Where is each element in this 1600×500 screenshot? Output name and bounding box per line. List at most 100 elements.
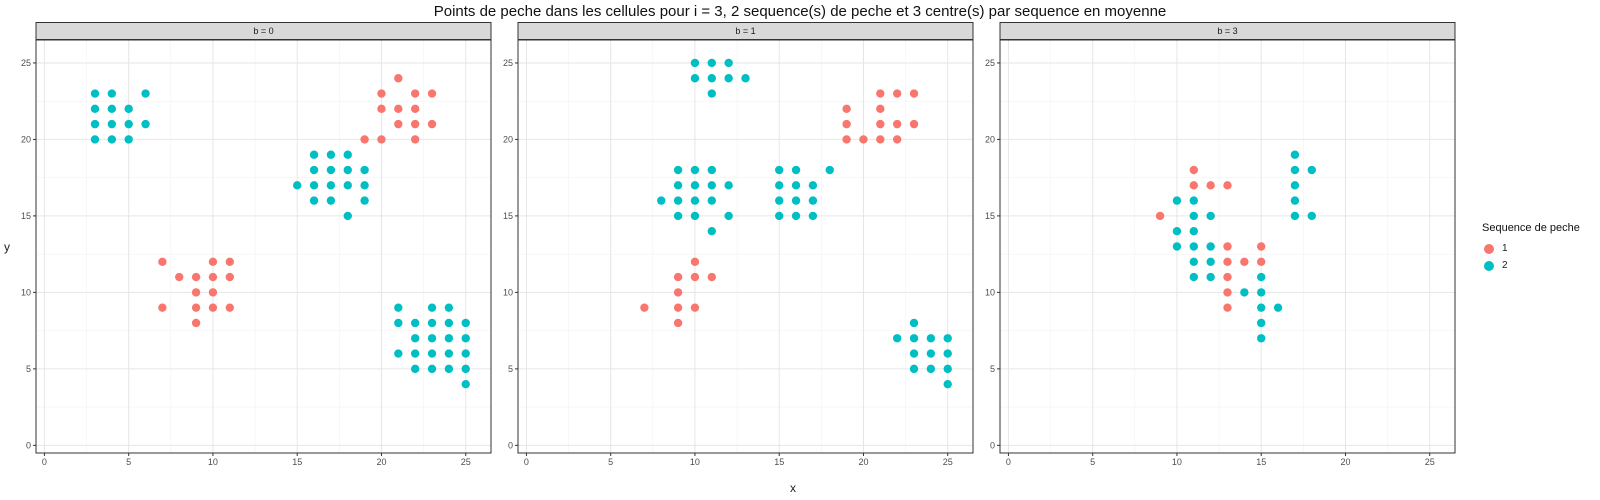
y-axis-label: y	[4, 240, 10, 254]
x-tick-label: 15	[1256, 457, 1266, 467]
data-point-seq-2	[107, 135, 117, 144]
data-point-seq-1	[892, 89, 902, 98]
data-point-seq-2	[309, 181, 319, 190]
data-point-seq-2	[673, 181, 683, 190]
y-tick-label: 5	[990, 364, 995, 374]
data-point-seq-2	[707, 165, 716, 175]
data-point-seq-1	[377, 89, 386, 98]
data-point-seq-2	[791, 196, 801, 205]
data-point-seq-1	[394, 104, 403, 114]
data-point-seq-2	[107, 104, 117, 114]
data-point-seq-1	[1223, 181, 1232, 190]
data-point-seq-1	[1223, 242, 1232, 251]
x-tick-label: 15	[292, 457, 302, 467]
data-point-seq-2	[1189, 272, 1198, 282]
data-point-seq-2	[808, 181, 818, 190]
data-point-seq-2	[410, 364, 420, 374]
legend-swatch-1	[1484, 243, 1494, 254]
data-point-seq-2	[1172, 196, 1182, 205]
data-point-seq-2	[427, 334, 437, 343]
panel-border	[517, 39, 974, 454]
data-point-seq-2	[791, 165, 801, 175]
data-point-seq-2	[926, 349, 936, 358]
data-point-seq-2	[909, 364, 919, 374]
x-tick-label: 5	[608, 457, 613, 467]
data-point-seq-2	[1206, 272, 1215, 282]
legend: Sequence de peche 1 2	[1482, 222, 1597, 274]
data-point-seq-2	[444, 303, 454, 312]
data-point-seq-2	[707, 58, 716, 68]
data-point-seq-1	[909, 89, 919, 98]
x-tick-label: 15	[774, 457, 784, 467]
data-point-seq-1	[175, 272, 184, 282]
data-point-seq-2	[909, 334, 919, 343]
y-tick-label: 20	[21, 134, 31, 144]
data-point-seq-2	[360, 165, 369, 175]
x-tick-label: 25	[943, 457, 953, 467]
data-point-seq-1	[410, 135, 420, 144]
data-point-seq-1	[842, 104, 851, 114]
data-point-seq-2	[673, 196, 683, 205]
data-point-seq-2	[410, 334, 420, 343]
y-tick-label: 10	[21, 287, 31, 297]
panel-border	[35, 39, 492, 454]
data-point-seq-2	[343, 165, 352, 175]
data-point-seq-2	[775, 196, 784, 205]
data-point-seq-1	[191, 303, 201, 312]
data-point-seq-1	[842, 119, 851, 129]
data-point-seq-2	[690, 58, 700, 68]
data-point-seq-1	[427, 119, 437, 129]
data-point-seq-2	[1172, 242, 1182, 251]
legend-title: Sequence de peche	[1482, 222, 1580, 234]
data-point-seq-2	[724, 74, 733, 83]
data-point-seq-1	[225, 272, 234, 282]
legend-item-2: 2	[1482, 257, 1597, 274]
x-tick-label: 0	[524, 457, 529, 467]
panel-border	[999, 39, 1456, 454]
data-point-seq-1	[673, 303, 683, 312]
data-point-seq-2	[690, 181, 700, 190]
chart-title: Points de peche dans les cellules pour i…	[433, 3, 1167, 20]
data-point-seq-2	[808, 211, 818, 221]
data-point-seq-2	[1206, 242, 1215, 251]
data-point-seq-2	[326, 165, 336, 175]
data-point-seq-1	[892, 135, 902, 144]
data-point-seq-2	[444, 334, 454, 343]
y-tick-label: 15	[21, 211, 31, 221]
data-point-seq-2	[427, 364, 437, 374]
data-point-seq-2	[926, 364, 936, 374]
data-point-seq-2	[724, 58, 733, 68]
data-point-seq-2	[673, 165, 683, 175]
y-tick-label: 15	[503, 211, 513, 221]
data-point-seq-1	[1240, 257, 1249, 266]
data-point-seq-2	[309, 196, 319, 205]
x-tick-label: 20	[1340, 457, 1350, 467]
data-point-seq-2	[444, 349, 454, 358]
data-point-seq-2	[394, 318, 403, 328]
data-point-seq-2	[1290, 211, 1300, 221]
data-point-seq-2	[107, 89, 117, 98]
data-point-seq-1	[1189, 181, 1198, 190]
data-point-seq-1	[208, 272, 218, 282]
data-point-seq-1	[191, 272, 201, 282]
data-point-seq-1	[377, 104, 386, 114]
y-tick-label: 25	[985, 58, 995, 68]
data-point-seq-2	[124, 104, 133, 114]
data-point-seq-1	[876, 119, 885, 129]
data-point-seq-2	[909, 349, 919, 358]
data-point-seq-2	[707, 196, 716, 205]
legend-label-2: 2	[1502, 260, 1508, 271]
data-point-seq-2	[1189, 257, 1198, 266]
y-tick-label: 5	[26, 364, 31, 374]
data-point-seq-2	[427, 318, 437, 328]
data-point-seq-1	[394, 74, 403, 83]
data-point-seq-2	[808, 196, 818, 205]
data-point-seq-1	[158, 303, 167, 312]
legend-item-1: 1	[1482, 240, 1597, 257]
y-tick-label: 0	[26, 440, 31, 450]
data-point-seq-2	[943, 334, 952, 343]
data-point-seq-2	[707, 89, 716, 98]
data-point-seq-2	[461, 334, 470, 343]
data-point-seq-2	[427, 303, 437, 312]
data-point-seq-1	[225, 303, 234, 312]
